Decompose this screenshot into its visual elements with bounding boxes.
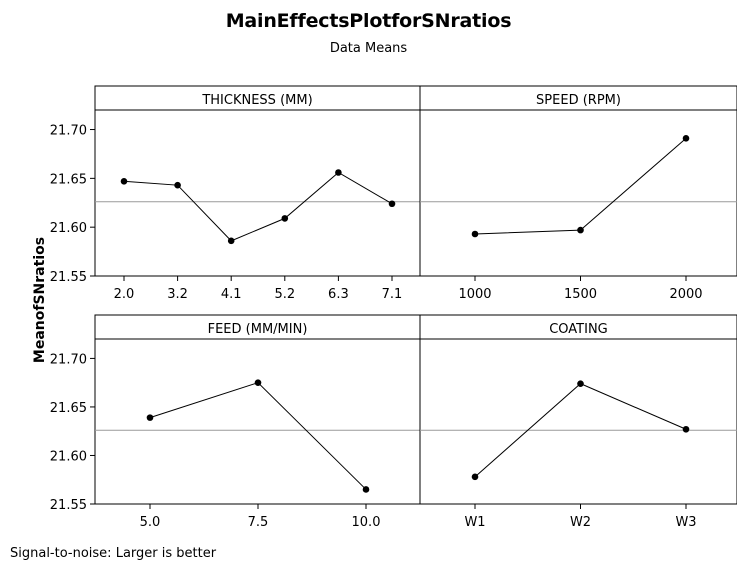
panel-frame — [94, 338, 421, 505]
chart-subtitle: Data Means — [329, 41, 408, 56]
data-point — [146, 414, 154, 421]
data-point — [577, 380, 584, 387]
x-tick-label: 3.2 — [167, 287, 188, 302]
x-tick-label: W2 — [570, 515, 591, 530]
panel-frame — [419, 109, 737, 277]
data-point — [174, 181, 181, 189]
x-tick-label: 5.2 — [274, 287, 295, 302]
y-tick-label: 21.65 — [50, 401, 87, 416]
data-point — [254, 379, 262, 386]
panel-header — [94, 85, 421, 111]
x-tick-label: 2.0 — [114, 287, 135, 302]
data-point — [227, 237, 235, 245]
y-tick-label: 21.70 — [50, 124, 87, 139]
x-tick-label: W3 — [675, 515, 696, 530]
y-tick-label: 21.70 — [50, 352, 87, 367]
panel-header — [419, 314, 737, 340]
x-tick-label: 10.0 — [352, 515, 381, 530]
data-point — [471, 473, 479, 481]
panel-frame — [94, 109, 421, 277]
panel-header-label: FEED (MM/MIN) — [208, 322, 308, 337]
y-tick-label: 21.55 — [50, 498, 87, 513]
y-tick-label: 21.65 — [50, 172, 87, 187]
footnote: Signal-to-noise: Larger is better — [10, 546, 217, 561]
data-point — [388, 200, 396, 208]
x-tick-label: 7.5 — [248, 515, 269, 530]
series-line — [474, 137, 687, 235]
panel-header — [419, 85, 737, 111]
x-tick-label: 2000 — [669, 287, 702, 302]
data-point — [281, 215, 289, 222]
y-tick-label: 21.55 — [50, 270, 87, 285]
panel-frame — [419, 338, 737, 505]
x-tick-label: W1 — [464, 515, 485, 530]
x-tick-label: 7.1 — [382, 287, 403, 302]
chart-title: MainEffectsPlotforSNratios — [225, 10, 512, 32]
data-point — [577, 226, 584, 234]
series-line — [149, 382, 367, 490]
data-point — [362, 486, 370, 493]
x-tick-label: 1500 — [564, 287, 597, 302]
panel-header-label: SPEED (RPM) — [536, 93, 621, 108]
panel-header-label: COATING — [549, 322, 608, 337]
panel-header-label: THICKNESS (MM) — [201, 93, 312, 108]
x-tick-label: 1000 — [458, 287, 491, 302]
data-point — [471, 230, 479, 238]
data-point — [335, 169, 342, 176]
x-tick-label: 4.1 — [221, 287, 242, 302]
panel-header — [94, 314, 421, 340]
y-tick-label: 21.60 — [50, 221, 87, 236]
data-point — [120, 177, 128, 185]
series-line — [123, 171, 393, 242]
y-tick-label: 21.60 — [50, 449, 87, 464]
x-tick-label: 6.3 — [328, 287, 349, 302]
data-point — [682, 135, 690, 142]
data-point — [682, 425, 690, 433]
x-tick-label: 5.0 — [140, 515, 161, 530]
